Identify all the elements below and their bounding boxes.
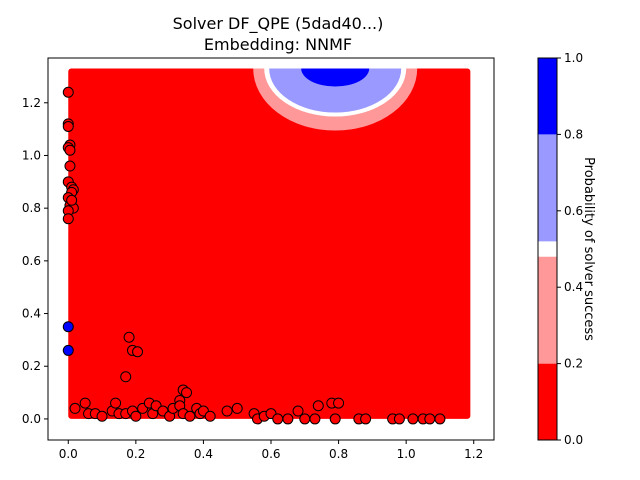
data-point-s0-62 — [329, 413, 341, 425]
data-point-s1-1 — [62, 344, 74, 356]
chart-title: Solver DF_QPE (5dad40...) — [173, 14, 384, 34]
colorbar-band-3 — [538, 134, 557, 242]
colorbar-band-2 — [538, 241, 557, 257]
y-tick-label-1: 0.2 — [22, 359, 41, 373]
field-low-region — [68, 68, 471, 419]
field-high-region — [253, 68, 418, 131]
data-point-s0-5 — [64, 144, 76, 156]
data-point-s0-6 — [64, 160, 76, 172]
plot-area: 0.0 0.2 0.4 0.6 0.8 1.0 1.2 0.0 0.2 0.4 0.6 0.8 1.0… — [22, 57, 495, 461]
chart-subtitle: Embedding: NNMF — [204, 35, 352, 54]
x-axis: 0.0 0.2 0.4 0.6 0.8 1.0 1.2 — [59, 440, 483, 461]
y-tick-label-6: 1.2 — [22, 96, 41, 110]
colorbar-band-1 — [538, 256, 557, 364]
y-tick-label-5: 1.0 — [22, 148, 41, 162]
data-point-s0-24 — [69, 402, 81, 414]
data-point-s0-16 — [66, 194, 78, 206]
probability-field — [68, 68, 471, 419]
data-point-s0-57 — [292, 405, 304, 417]
x-tick-label-0: 0.0 — [59, 447, 78, 461]
field-band-0-65 — [269, 68, 402, 113]
data-point-s0-71 — [434, 413, 446, 425]
x-tick-label-1: 0.2 — [126, 447, 145, 461]
data-point-s0-49 — [221, 405, 233, 417]
x-tick-label-5: 1.0 — [397, 447, 416, 461]
y-tick-label-0: 0.0 — [22, 412, 41, 426]
data-point-s0-25 — [79, 397, 91, 409]
colorbar-band-0 — [538, 363, 557, 440]
data-point-s0-63 — [333, 397, 345, 409]
colorbar-label: Probability of solver success — [581, 157, 596, 341]
data-point-s0-28 — [96, 410, 108, 422]
x-tick-label-2: 0.4 — [194, 447, 213, 461]
colorbar-tick-label-0: 0.0 — [564, 433, 583, 447]
data-point-s0-59 — [309, 413, 321, 425]
data-point-s0-56 — [282, 413, 294, 425]
data-point-s1-0 — [62, 321, 74, 333]
data-point-s0-48 — [204, 410, 216, 422]
y-axis: 0.0 0.2 0.4 0.6 0.8 1.0 1.2 — [22, 96, 48, 426]
scatter-points — [62, 86, 446, 425]
y-tick-label-2: 0.4 — [22, 307, 41, 321]
data-point-s0-44 — [184, 410, 196, 422]
colorbar-band-4 — [538, 58, 557, 135]
data-point-s0-60 — [312, 400, 324, 412]
data-point-s0-19 — [132, 346, 144, 358]
data-point-s0-65 — [360, 413, 372, 425]
data-point-s0-15 — [62, 213, 74, 225]
y-tick-label-3: 0.6 — [22, 254, 41, 268]
data-point-s0-68 — [407, 413, 419, 425]
data-point-s0-50 — [231, 402, 243, 414]
data-point-s0-34 — [130, 410, 142, 422]
colorbar: 0.0 0.2 0.4 0.6 0.8 1.0 Probability of solver… — [537, 51, 596, 447]
colorbar-tick-label-3: 0.6 — [564, 204, 583, 218]
field-band-0-9 — [301, 68, 370, 87]
x-tick-label-6: 1.2 — [464, 447, 483, 461]
colorbar-bands — [538, 58, 557, 440]
data-point-s0-22 — [181, 387, 193, 399]
colorbar-tick-label-4: 0.8 — [564, 127, 583, 141]
colorbar-tick-label-1: 0.2 — [564, 357, 583, 371]
data-point-s0-0 — [62, 86, 74, 98]
data-point-s0-30 — [110, 397, 122, 409]
colorbar-ticks: 0.0 0.2 0.4 0.6 0.8 1.0 — [557, 51, 583, 447]
data-point-s0-55 — [272, 413, 284, 425]
data-point-s0-58 — [299, 413, 311, 425]
colorbar-tick-label-2: 0.4 — [564, 280, 583, 294]
x-tick-label-3: 0.6 — [261, 447, 280, 461]
colorbar-tick-label-5: 1.0 — [564, 51, 583, 65]
data-point-s0-70 — [424, 413, 436, 425]
data-point-s0-17 — [123, 331, 135, 343]
x-tick-label-4: 0.8 — [329, 447, 348, 461]
colorbar-frame — [537, 57, 558, 441]
y-tick-label-4: 0.8 — [22, 201, 41, 215]
data-point-s0-2 — [62, 120, 74, 132]
data-point-s0-67 — [393, 413, 405, 425]
data-point-s0-20 — [120, 371, 132, 383]
